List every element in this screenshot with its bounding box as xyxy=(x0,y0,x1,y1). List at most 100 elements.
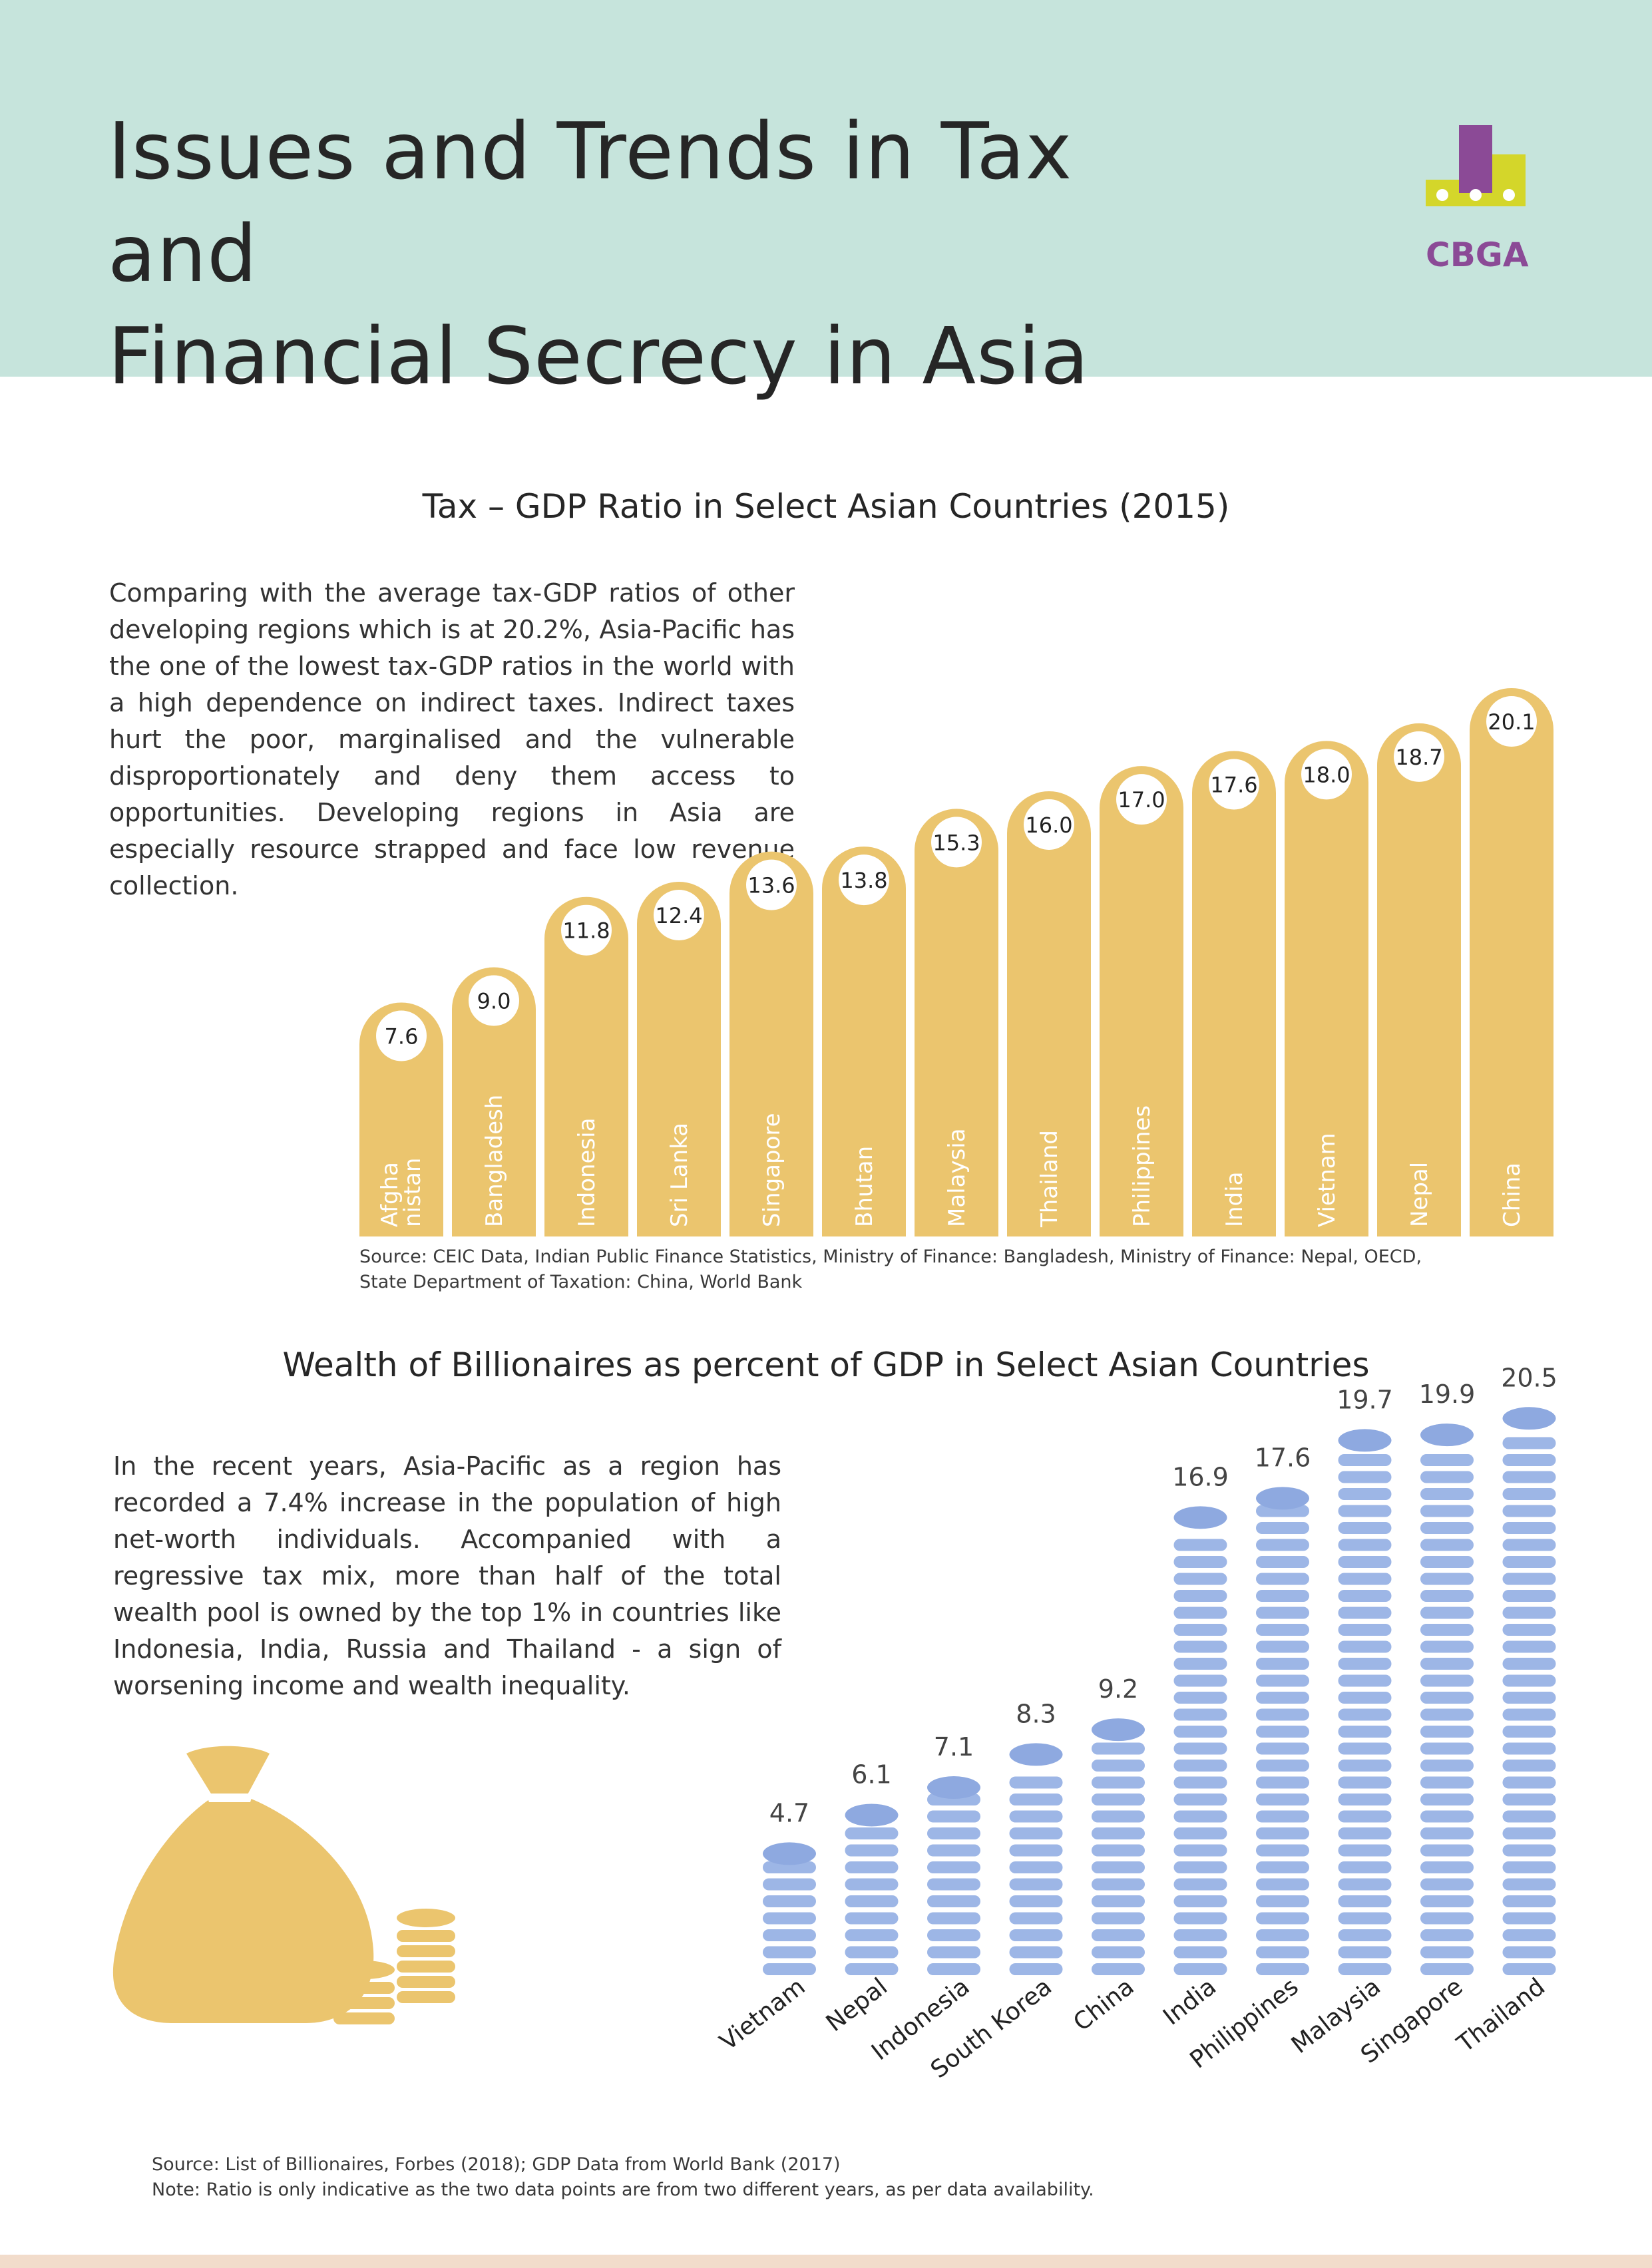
coin-stack-top xyxy=(845,1803,899,1827)
coin xyxy=(1420,1522,1474,1534)
coin xyxy=(1502,1810,1556,1823)
coin xyxy=(1502,1929,1556,1941)
coin xyxy=(1338,1912,1392,1925)
coin xyxy=(1338,1505,1392,1517)
coin xyxy=(1338,1454,1392,1466)
coin xyxy=(1256,1539,1309,1551)
tax-bar xyxy=(359,1002,443,1236)
coin xyxy=(763,1929,816,1941)
coin xyxy=(1256,1810,1309,1823)
wealth-value-label: 8.3 xyxy=(1016,1699,1056,1728)
coin xyxy=(1009,1929,1063,1941)
coin xyxy=(1256,1522,1309,1534)
money-bag-body xyxy=(112,1746,374,2023)
coin xyxy=(1256,1708,1309,1721)
coin xyxy=(1173,1658,1227,1670)
coin xyxy=(1420,1640,1474,1653)
coin xyxy=(1256,1844,1309,1857)
coin xyxy=(1502,1963,1556,1975)
coin xyxy=(1420,1760,1474,1772)
logo-purple-bar xyxy=(1459,125,1492,193)
coin xyxy=(1256,1674,1309,1687)
coin xyxy=(1420,1471,1474,1483)
coin xyxy=(1502,1624,1556,1636)
coin xyxy=(763,1895,816,1907)
coin xyxy=(1256,1590,1309,1602)
coin xyxy=(1009,1878,1063,1891)
coin xyxy=(1009,1844,1063,1857)
coin xyxy=(1173,1692,1227,1704)
tax-bar xyxy=(544,896,628,1236)
wealth-category-label: Thailand xyxy=(1452,1973,1550,2058)
coin xyxy=(1256,1776,1309,1789)
money-bag-tie xyxy=(206,1794,253,1802)
coin xyxy=(1256,1861,1309,1873)
coin xyxy=(1502,1505,1556,1517)
tax-category-label: Malaysia xyxy=(944,1128,970,1227)
wealth-value-label: 16.9 xyxy=(1172,1462,1229,1491)
coin xyxy=(1338,1963,1392,1975)
coin xyxy=(1502,1454,1556,1466)
coin xyxy=(1502,1606,1556,1619)
coin xyxy=(1173,1726,1227,1738)
coin-stack-bar xyxy=(1420,1423,1474,1975)
wealth-source-line-1: Source: List of Billionaires, Forbes (20… xyxy=(152,2154,841,2175)
coin xyxy=(1502,1674,1556,1687)
coin xyxy=(1256,1692,1309,1704)
coin xyxy=(1092,1827,1145,1839)
coin xyxy=(1420,1658,1474,1670)
coin xyxy=(1502,1878,1556,1891)
coin-stack-top xyxy=(1256,1487,1309,1510)
coin xyxy=(1420,1726,1474,1738)
coin xyxy=(1092,1742,1145,1755)
coin xyxy=(1420,1556,1474,1568)
coin xyxy=(1338,1861,1392,1873)
coin xyxy=(1256,1963,1309,1975)
coin xyxy=(1173,1708,1227,1721)
coin xyxy=(1420,1488,1474,1500)
coin xyxy=(1256,1760,1309,1772)
coin xyxy=(845,1946,899,1959)
coin xyxy=(1338,1692,1392,1704)
coin xyxy=(1092,1946,1145,1959)
page-title: Issues and Trends in Tax and Financial S… xyxy=(108,100,1206,407)
tax-category-label: China xyxy=(1499,1163,1526,1227)
coin xyxy=(927,1810,980,1823)
coin-stack-bar xyxy=(845,1803,899,1975)
coin xyxy=(1420,1708,1474,1721)
wealth-value-label: 17.6 xyxy=(1255,1443,1311,1472)
wealth-note-line: Note: Ratio is only indicative as the tw… xyxy=(152,2179,1094,2200)
coin xyxy=(1173,1776,1227,1789)
coin xyxy=(1420,1692,1474,1704)
coin xyxy=(1256,1606,1309,1619)
coin xyxy=(927,1861,980,1873)
coin xyxy=(1092,1776,1145,1789)
coin xyxy=(1502,1692,1556,1704)
tax-chart-title: Tax – GDP Ratio in Select Asian Countrie… xyxy=(422,487,1230,526)
coin xyxy=(1338,1606,1392,1619)
coin xyxy=(1420,1878,1474,1891)
coin xyxy=(1502,1471,1556,1483)
tax-source: Source: CEIC Data, Indian Public Finance… xyxy=(359,1244,1557,1295)
wealth-category-label: India xyxy=(1158,1973,1221,2031)
coin-stack-bar xyxy=(1173,1506,1227,1975)
tax-bar xyxy=(1470,687,1553,1236)
coin xyxy=(927,1844,980,1857)
tax-category-label: India xyxy=(1221,1172,1248,1227)
coin xyxy=(1420,1810,1474,1823)
coin xyxy=(1173,1794,1227,1805)
coin xyxy=(1338,1640,1392,1653)
coin xyxy=(1338,1522,1392,1534)
coin xyxy=(1092,1878,1145,1891)
tax-value-bubble xyxy=(376,1010,427,1061)
tax-category-label: Thailand xyxy=(1036,1130,1063,1228)
coin-stack-bar xyxy=(1009,1743,1063,1975)
tax-value-bubble xyxy=(1116,774,1167,825)
coin xyxy=(1338,1810,1392,1823)
coin xyxy=(1420,1861,1474,1873)
coin xyxy=(1420,1573,1474,1585)
tax-value-bubble xyxy=(746,859,797,910)
coin xyxy=(1338,1929,1392,1941)
coin-stack-left-icon xyxy=(333,1961,395,2024)
bottom-strip xyxy=(0,2255,1652,2268)
